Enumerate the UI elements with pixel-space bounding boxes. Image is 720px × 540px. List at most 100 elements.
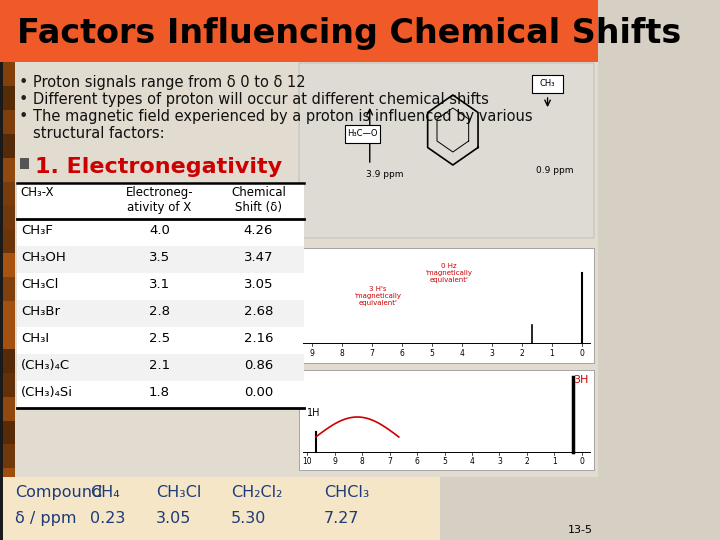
Text: CH₂Cl₂: CH₂Cl₂: [231, 485, 282, 500]
Text: 0.23: 0.23: [90, 511, 125, 526]
Bar: [17, 273, 304, 300]
Text: CH₃-X: CH₃-X: [21, 186, 54, 199]
Text: 2.68: 2.68: [244, 305, 273, 318]
Text: 8: 8: [339, 349, 344, 358]
Text: 1. Electronegativity: 1. Electronegativity: [35, 157, 282, 177]
Text: Proton signals range from δ 0 to δ 12: Proton signals range from δ 0 to δ 12: [33, 75, 306, 90]
Text: •: •: [19, 92, 28, 107]
Bar: [17, 354, 304, 381]
Text: 3.05: 3.05: [156, 511, 192, 526]
Bar: [17, 300, 304, 327]
Bar: [17, 381, 304, 408]
Bar: [4, 421, 15, 446]
Text: 1.8: 1.8: [149, 386, 170, 399]
Text: 7: 7: [369, 349, 374, 358]
Text: H₃C—O: H₃C—O: [347, 130, 377, 138]
Bar: [299, 370, 594, 470]
Text: 13-5: 13-5: [568, 525, 593, 535]
Text: 2: 2: [519, 349, 524, 358]
Text: 5.30: 5.30: [231, 511, 266, 526]
Text: 2.16: 2.16: [243, 332, 273, 345]
Text: 6: 6: [399, 349, 404, 358]
Text: Electroneg-
ativity of X: Electroneg- ativity of X: [126, 186, 194, 214]
Text: (CH₃)₄Si: (CH₃)₄Si: [21, 386, 73, 399]
Text: CH₃OH: CH₃OH: [21, 251, 66, 264]
Bar: [4, 86, 15, 111]
Text: 2: 2: [524, 457, 529, 466]
Bar: [4, 134, 15, 159]
Bar: [4, 373, 15, 397]
Bar: [4, 110, 15, 134]
Text: CH₄: CH₄: [90, 485, 120, 500]
Text: 3: 3: [497, 457, 502, 466]
Bar: [4, 468, 15, 493]
Text: 3.1: 3.1: [149, 278, 170, 291]
Text: Factors Influencing Chemical Shifts: Factors Influencing Chemical Shifts: [17, 17, 681, 50]
Bar: [4, 444, 15, 469]
Text: 10: 10: [302, 457, 312, 466]
Bar: [4, 253, 15, 278]
Text: 3.47: 3.47: [243, 251, 273, 264]
Text: 7: 7: [387, 457, 392, 466]
Text: 5: 5: [442, 457, 447, 466]
Text: 3.05: 3.05: [243, 278, 273, 291]
Bar: [4, 230, 15, 254]
Text: 3 H's
'magnetically
equivalent': 3 H's 'magnetically equivalent': [354, 286, 402, 306]
Text: CH₃Br: CH₃Br: [21, 305, 60, 318]
Text: 0: 0: [579, 349, 584, 358]
Text: •: •: [19, 75, 28, 90]
Text: 9: 9: [309, 349, 314, 358]
Text: (CH₃)₄C: (CH₃)₄C: [21, 359, 70, 372]
Text: δ / ppm: δ / ppm: [15, 511, 76, 526]
Bar: [4, 396, 15, 422]
Text: 0.86: 0.86: [244, 359, 273, 372]
Text: 4: 4: [459, 349, 464, 358]
Text: 0 Hz
'magnetically
equivalent': 0 Hz 'magnetically equivalent': [426, 263, 472, 283]
Text: 4.26: 4.26: [244, 224, 273, 237]
Text: 6: 6: [415, 457, 420, 466]
Text: 9: 9: [333, 457, 337, 466]
Bar: [0, 62, 4, 540]
Text: CH₃I: CH₃I: [21, 332, 49, 345]
Text: 8: 8: [360, 457, 364, 466]
Text: Chemical
Shift (δ): Chemical Shift (δ): [231, 186, 286, 214]
Text: CH₃Cl: CH₃Cl: [21, 278, 58, 291]
Bar: [4, 158, 15, 183]
Text: 0.9 ppm: 0.9 ppm: [536, 166, 573, 175]
Text: 1: 1: [549, 349, 554, 358]
Text: •: •: [19, 109, 28, 124]
Bar: [20, 158, 29, 169]
Bar: [0, 0, 598, 62]
Bar: [4, 62, 15, 87]
Bar: [4, 325, 15, 350]
Bar: [532, 75, 563, 93]
Bar: [299, 248, 594, 363]
Text: 3.5: 3.5: [149, 251, 170, 264]
Text: Compound: Compound: [15, 485, 102, 500]
Bar: [0, 477, 441, 540]
Bar: [17, 219, 304, 246]
Text: CH₃F: CH₃F: [21, 224, 53, 237]
Bar: [15, 62, 598, 477]
Text: 7.27: 7.27: [324, 511, 359, 526]
Bar: [4, 492, 15, 517]
Text: 2.1: 2.1: [149, 359, 170, 372]
Bar: [4, 516, 15, 540]
Text: Different types of proton will occur at different chemical shifts: Different types of proton will occur at …: [33, 92, 489, 107]
Text: 1: 1: [552, 457, 557, 466]
Text: 2.8: 2.8: [149, 305, 170, 318]
Text: The magnetic field experienced by a proton is influenced by various: The magnetic field experienced by a prot…: [33, 109, 533, 124]
Text: CHCl₃: CHCl₃: [324, 485, 369, 500]
Bar: [4, 349, 15, 374]
Text: 4: 4: [469, 457, 474, 466]
Text: 4.0: 4.0: [149, 224, 170, 237]
Bar: [345, 125, 379, 143]
Bar: [4, 181, 15, 206]
Text: CH₃: CH₃: [540, 79, 555, 89]
Bar: [17, 327, 304, 354]
Text: 2.5: 2.5: [149, 332, 170, 345]
Text: structural factors:: structural factors:: [33, 126, 165, 141]
Bar: [4, 301, 15, 326]
Text: 1H: 1H: [307, 408, 321, 418]
Text: 3: 3: [489, 349, 494, 358]
